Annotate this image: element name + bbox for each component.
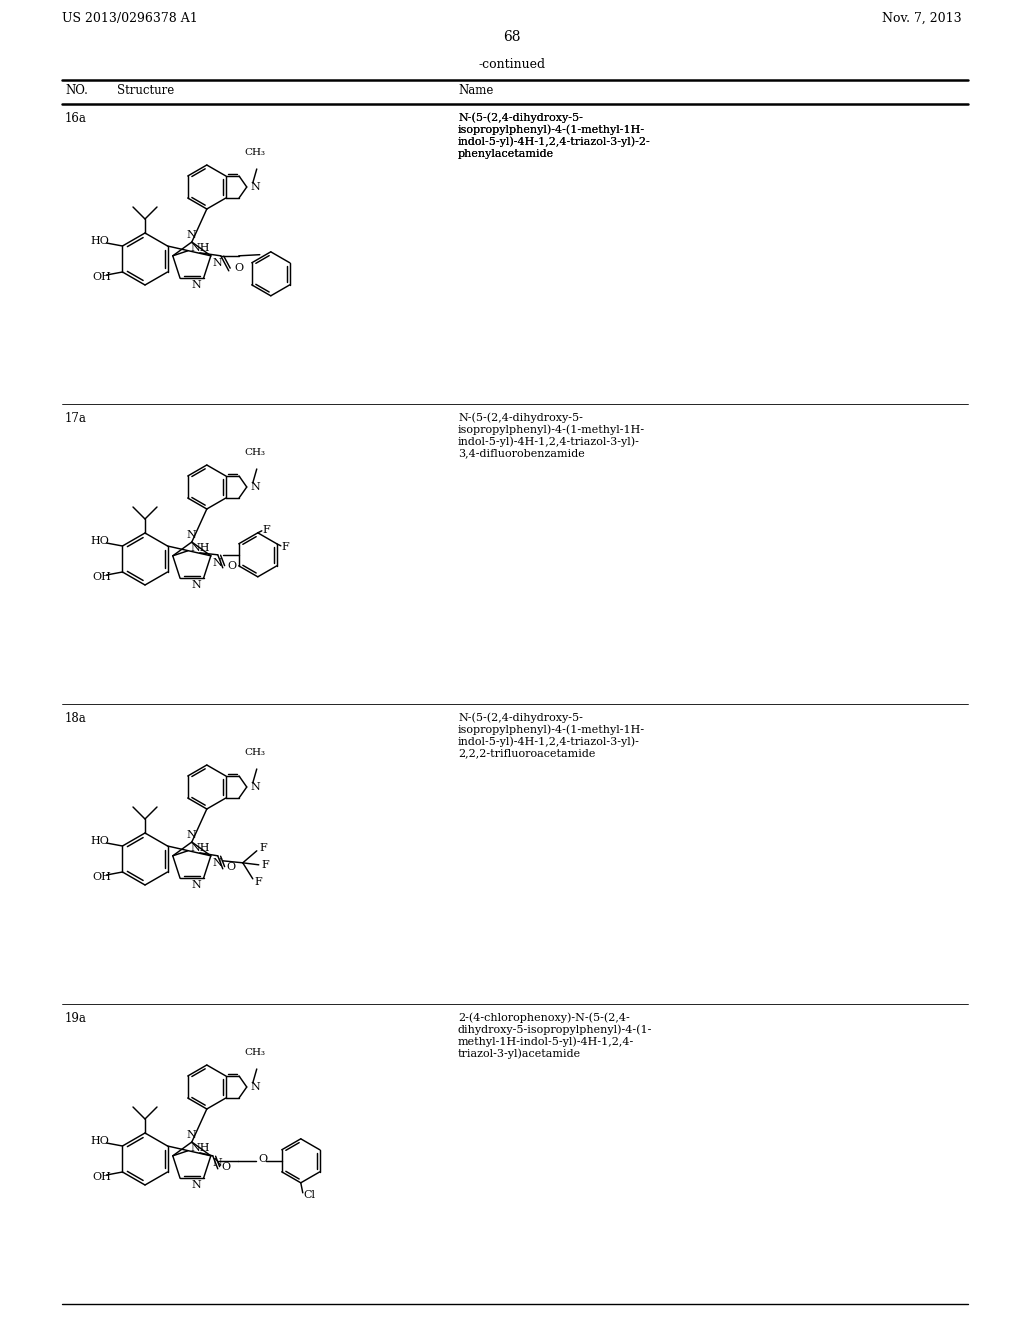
Text: NH: NH [190,1143,210,1152]
Text: N: N [187,531,197,540]
Text: N: N [213,257,222,268]
Text: O: O [222,1162,230,1172]
Text: N: N [213,1158,222,1168]
Text: HO: HO [90,236,110,246]
Text: Name: Name [458,84,494,96]
Text: NH: NH [190,842,210,853]
Text: N: N [191,1180,202,1191]
Text: 2-(4-chlorophenoxy)-N-(5-(2,4-
dihydroxy-5-isopropylphenyl)-4-(1-
methyl-1H-indo: 2-(4-chlorophenoxy)-N-(5-(2,4- dihydroxy… [458,1012,652,1060]
Text: N: N [251,482,260,492]
Text: HO: HO [90,836,110,846]
Text: N: N [251,182,260,191]
Text: 18a: 18a [65,711,87,725]
Text: CH₃: CH₃ [245,748,265,756]
Text: CH₃: CH₃ [245,148,265,157]
Text: N: N [191,280,202,290]
Text: F: F [255,876,262,887]
Text: N-(5-(2,4-dihydroxy-5-
isopropylphenyl)-4-(1-methyl-1H-
indol-5-yl)-4H-1,2,4-tri: N-(5-(2,4-dihydroxy-5- isopropylphenyl)-… [458,412,645,459]
Text: NH: NH [190,543,210,553]
Text: N: N [191,880,202,890]
Text: US 2013/0296378 A1: US 2013/0296378 A1 [62,12,198,25]
Text: CH₃: CH₃ [245,447,265,457]
Text: O: O [226,862,236,871]
Text: O: O [227,561,237,570]
Text: F: F [260,842,267,853]
Text: N-(5-(2,4-dihydroxy-5-
isopropylphenyl)-4-(1-methyl-1H-
indol-5-yl)-4H-1,2,4-tri: N-(5-(2,4-dihydroxy-5- isopropylphenyl)-… [458,112,650,158]
Text: 17a: 17a [65,412,87,425]
Text: OH: OH [92,272,112,282]
Text: OH: OH [92,1172,112,1181]
Text: CH₃: CH₃ [245,1048,265,1057]
Text: N: N [213,858,222,867]
Text: 68: 68 [503,30,521,44]
Text: HO: HO [90,1137,110,1146]
Text: -continued: -continued [478,58,546,71]
Text: Cl: Cl [304,1189,315,1200]
Text: F: F [282,541,290,552]
Text: N-(5-(2,4-dihydroxy-5-
isopropylphenyl)-4-(1-methyl-1H-
indol-5-yl)-4H-1,2,4-tri: N-(5-(2,4-dihydroxy-5- isopropylphenyl)-… [458,711,645,759]
Text: N: N [187,230,197,240]
Text: N-(5-(2,4-dihydroxy-5-
isopropylphenyl)-4-(1-methyl-1H-
indol-5-yl)-4H-1,2,4-tri: N-(5-(2,4-dihydroxy-5- isopropylphenyl)-… [458,112,650,158]
Text: 16a: 16a [65,112,87,125]
Text: NO.: NO. [65,84,88,96]
Text: N: N [251,781,260,792]
Text: OH: OH [92,572,112,582]
Text: OH: OH [92,873,112,882]
Text: F: F [263,525,270,535]
Text: N: N [187,1130,197,1140]
Text: N: N [191,581,202,590]
Text: N: N [251,1082,260,1092]
Text: O: O [259,1154,268,1164]
Text: O: O [234,263,244,273]
Text: NH: NH [190,243,210,253]
Text: N: N [213,558,222,568]
Text: N: N [187,830,197,840]
Text: HO: HO [90,536,110,546]
Text: Structure: Structure [117,84,174,96]
Text: F: F [262,859,269,870]
Text: 19a: 19a [65,1012,87,1026]
Text: Nov. 7, 2013: Nov. 7, 2013 [883,12,962,25]
